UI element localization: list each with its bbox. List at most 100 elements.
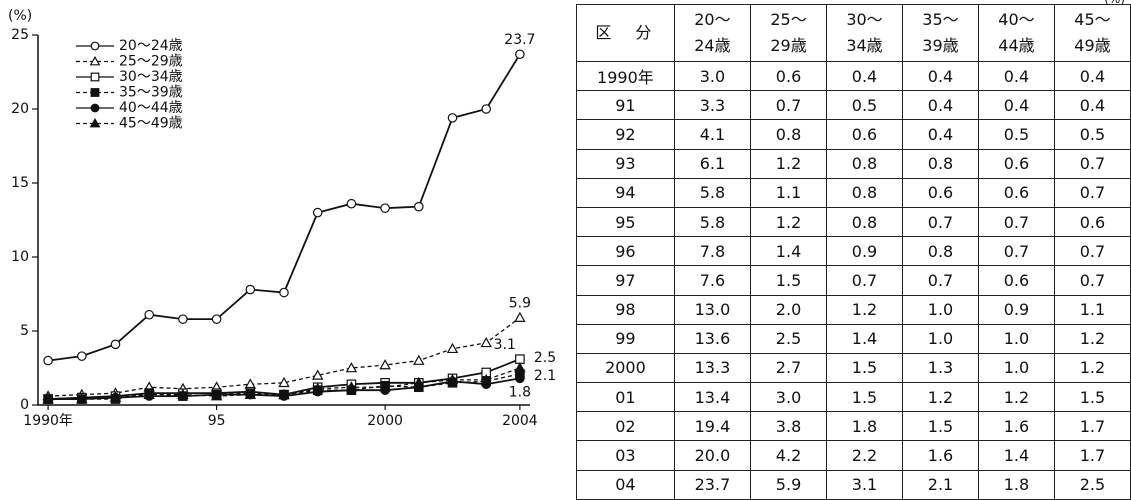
row-label: 01 <box>576 382 675 413</box>
table-row: 03 20.0 4.2 2.2 1.6 1.4 1.7 <box>576 440 1131 471</box>
table-row: 94 5.8 1.1 0.8 0.6 0.6 0.7 <box>576 177 1131 208</box>
end-value-label: 3.1 <box>494 337 516 353</box>
chart: (%) 0 5 10 15 20 25 1990年 95 2000 2004 23.7 20～24歳 5… <box>8 8 556 429</box>
table-cell: 20.0 <box>673 440 752 471</box>
table-cell: 3.1 <box>826 469 903 500</box>
table-cell: 1.5 <box>750 265 828 296</box>
table-cell: 1.7 <box>1053 411 1131 442</box>
header-cell: 45～ 49歳 <box>1053 4 1131 62</box>
legend-marker <box>89 55 101 66</box>
table-cell: 0.4 <box>902 90 979 121</box>
table-cell: 0.5 <box>977 119 1055 150</box>
point <box>379 381 391 392</box>
row-label: 94 <box>576 177 675 208</box>
row-label: 1990年 <box>576 60 675 92</box>
point <box>446 373 459 385</box>
table-cell: 0.8 <box>750 119 828 150</box>
table-cell: 0.7 <box>1053 177 1131 208</box>
header-line: 29歳 <box>770 36 807 55</box>
point <box>245 284 256 295</box>
table-cell: 0.5 <box>1053 119 1131 150</box>
table-cell: 0.7 <box>902 265 979 296</box>
row-label: 96 <box>576 236 675 267</box>
legend-marker <box>89 117 101 128</box>
table-cell: 2.5 <box>750 323 828 354</box>
table-cell: 1.7 <box>1053 440 1131 471</box>
table-cell: 7.8 <box>673 236 752 267</box>
point <box>278 376 290 388</box>
table-cell: 0.4 <box>826 60 903 92</box>
row-label: 91 <box>576 90 675 121</box>
table-row: 98 13.0 2.0 1.2 1.0 0.9 1.1 <box>576 294 1131 325</box>
table-cell: 0.7 <box>750 90 828 121</box>
table-cell: 1.5 <box>826 352 903 384</box>
point <box>211 314 222 324</box>
table-row: 92 4.1 0.8 0.6 0.4 0.5 0.5 <box>576 119 1131 150</box>
point <box>311 369 324 380</box>
point <box>480 336 492 348</box>
table-cell: 0.6 <box>977 265 1055 296</box>
legend-label: 45～49歳 <box>119 116 183 132</box>
point <box>178 314 188 324</box>
legend-marker <box>90 72 100 82</box>
table-cell: 2.2 <box>826 440 903 471</box>
end-value-label: 23.7 <box>504 32 535 48</box>
table-cell: 0.6 <box>977 148 1055 179</box>
table-cell: 0.6 <box>1053 206 1131 238</box>
table-cell: 1.1 <box>1053 294 1131 325</box>
row-label: 04 <box>576 469 675 500</box>
table-cell: 0.7 <box>1053 148 1131 179</box>
table-row: 99 13.6 2.5 1.4 1.0 1.0 1.2 <box>576 323 1131 354</box>
table-cell: 1.6 <box>902 440 979 471</box>
header-line: 区 分 <box>595 23 656 42</box>
header-line: 34歳 <box>846 36 883 55</box>
point <box>515 354 525 364</box>
table-cell: 0.7 <box>977 206 1055 238</box>
point <box>110 339 121 350</box>
table-cell: 1.4 <box>750 236 828 267</box>
point <box>481 104 491 114</box>
header-cell: 区 分 <box>576 4 675 62</box>
table-cell: 13.0 <box>673 294 752 325</box>
y-tick-label: 25 <box>11 27 29 43</box>
header-cell: 40～ 44歳 <box>977 4 1055 62</box>
legend-label: 40～44歳 <box>119 100 183 116</box>
point <box>413 376 425 388</box>
table-cell: 4.2 <box>750 440 828 471</box>
table-cell: 0.4 <box>977 60 1055 92</box>
table-cell: 1.2 <box>902 382 979 413</box>
table-unit: (%) <box>1104 0 1125 6</box>
table-cell: 6.1 <box>673 148 752 179</box>
point <box>77 351 87 361</box>
table-cell: 1.5 <box>1053 382 1131 413</box>
point <box>345 381 358 392</box>
table-cell: 23.7 <box>673 469 752 500</box>
table-cell: 2.0 <box>750 294 828 325</box>
header-line: 40～ <box>998 10 1035 29</box>
row-label: 99 <box>576 323 675 354</box>
table-cell: 0.8 <box>902 236 979 267</box>
point <box>515 373 525 384</box>
table-cell: 0.4 <box>977 90 1055 121</box>
table-row: 95 5.8 1.2 0.8 0.7 0.7 0.6 <box>576 206 1131 238</box>
legend-label: 30～34歳 <box>119 69 183 85</box>
point <box>447 113 458 123</box>
table-row: 91 3.3 0.7 0.5 0.4 0.4 0.4 <box>576 90 1131 121</box>
point <box>413 201 424 212</box>
table-cell: 7.6 <box>673 265 752 296</box>
table-cell: 0.6 <box>826 119 903 150</box>
y-tick-label: 10 <box>11 249 29 265</box>
table-row: 02 19.4 3.8 1.8 1.5 1.6 1.7 <box>576 411 1131 442</box>
table-cell: 0.6 <box>977 177 1055 208</box>
table-cell: 0.8 <box>826 177 903 208</box>
header-line: 39歳 <box>922 36 959 55</box>
table-cell: 5.8 <box>673 206 752 238</box>
header-line: 35～ <box>922 10 959 29</box>
header-cell: 35～ 39歳 <box>902 4 979 62</box>
table-cell: 3.8 <box>750 411 828 442</box>
y-tick-label: 0 <box>20 397 29 413</box>
data-table: 区 分 20～ 24歳 25～ 29歳 30～ 34歳 35～ 39歳 40～ 44歳 45～ 49歳 1… <box>576 4 1131 500</box>
header-line: 20～ <box>694 10 731 29</box>
point <box>177 388 189 399</box>
